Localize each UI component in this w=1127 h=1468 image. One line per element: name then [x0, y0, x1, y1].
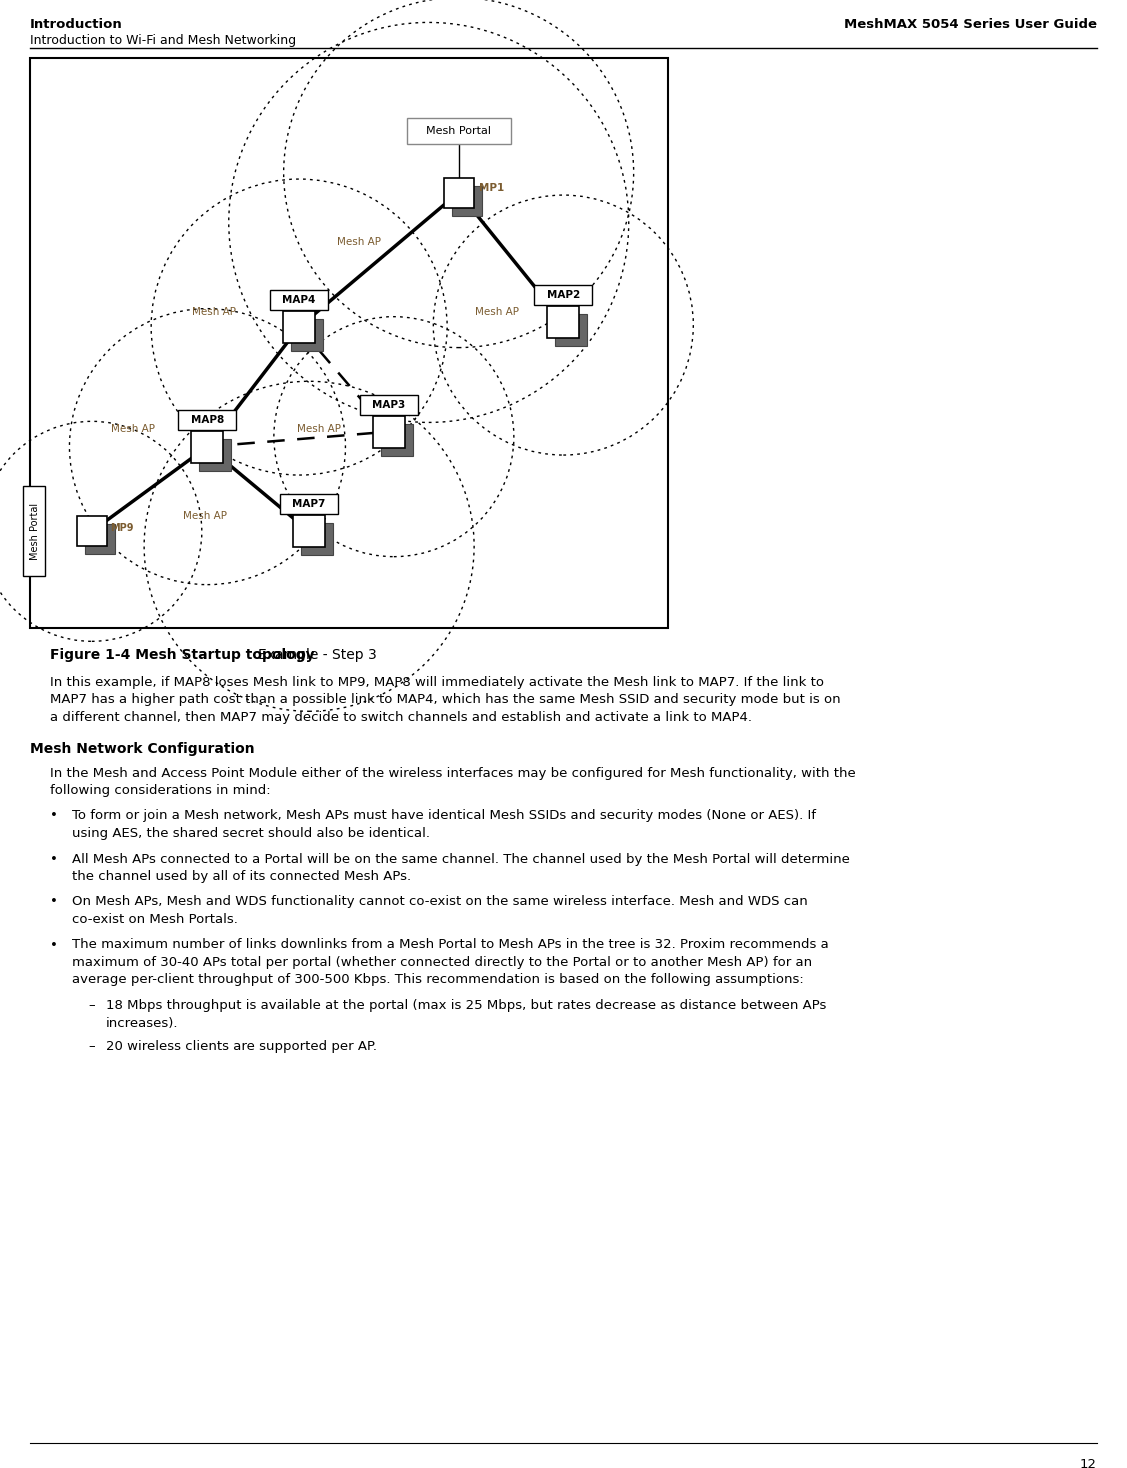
Text: Mesh Portal: Mesh Portal — [30, 502, 39, 559]
Text: Mesh Network Configuration: Mesh Network Configuration — [30, 743, 255, 756]
Bar — [199, 439, 231, 471]
FancyBboxPatch shape — [281, 495, 338, 514]
Text: following considerations in mind:: following considerations in mind: — [50, 784, 270, 797]
Text: •: • — [50, 938, 57, 951]
Bar — [30, 59, 668, 628]
Text: MAP7: MAP7 — [292, 499, 326, 509]
Bar — [85, 524, 115, 555]
Bar — [373, 415, 405, 448]
Text: 12: 12 — [1080, 1458, 1097, 1468]
Bar — [301, 523, 334, 555]
Bar — [23, 486, 45, 575]
Text: –: – — [88, 1039, 95, 1053]
Bar — [192, 430, 223, 462]
Text: MP9: MP9 — [109, 523, 133, 533]
Text: Mesh AP: Mesh AP — [184, 511, 228, 521]
Bar — [452, 185, 481, 216]
FancyBboxPatch shape — [270, 291, 328, 310]
Text: the channel used by all of its connected Mesh APs.: the channel used by all of its connected… — [72, 871, 411, 882]
Text: MP1: MP1 — [479, 182, 504, 192]
Bar — [291, 319, 323, 351]
Text: Mesh AP: Mesh AP — [193, 307, 237, 317]
Text: increases).: increases). — [106, 1016, 178, 1029]
Text: Example - Step 3: Example - Step 3 — [258, 647, 376, 662]
Text: •: • — [50, 853, 57, 866]
Text: MAP2: MAP2 — [547, 291, 580, 299]
Text: Figure 1-4 Mesh Startup topology: Figure 1-4 Mesh Startup topology — [50, 647, 314, 662]
Text: 20 wireless clients are supported per AP.: 20 wireless clients are supported per AP… — [106, 1039, 378, 1053]
Text: 18 Mbps throughput is available at the portal (max is 25 Mbps, but rates decreas: 18 Mbps throughput is available at the p… — [106, 1000, 826, 1011]
Text: MAP7 has a higher path cost than a possible link to MAP4, which has the same Mes: MAP7 has a higher path cost than a possi… — [50, 693, 841, 706]
Text: MeshMAX 5054 Series User Guide: MeshMAX 5054 Series User Guide — [844, 18, 1097, 31]
Text: using AES, the shared secret should also be identical.: using AES, the shared secret should also… — [72, 826, 431, 840]
Text: Introduction to Wi-Fi and Mesh Networking: Introduction to Wi-Fi and Mesh Networkin… — [30, 34, 296, 47]
Text: maximum of 30-40 APs total per portal (whether connected directly to the Portal : maximum of 30-40 APs total per portal (w… — [72, 956, 813, 969]
Text: •: • — [50, 895, 57, 909]
Text: Introduction: Introduction — [30, 18, 123, 31]
Text: In this example, if MAP8 loses Mesh link to MP9, MAP8 will immediately activate : In this example, if MAP8 loses Mesh link… — [50, 675, 824, 688]
Text: Mesh AP: Mesh AP — [110, 424, 154, 433]
Text: On Mesh APs, Mesh and WDS functionality cannot co-exist on the same wireless int: On Mesh APs, Mesh and WDS functionality … — [72, 895, 808, 909]
Text: •: • — [50, 809, 57, 822]
Text: MAP8: MAP8 — [190, 414, 224, 424]
Text: co-exist on Mesh Portals.: co-exist on Mesh Portals. — [72, 913, 238, 926]
Bar — [283, 311, 316, 344]
Text: Mesh AP: Mesh AP — [337, 238, 381, 247]
Text: MAP4: MAP4 — [283, 295, 316, 305]
Text: To form or join a Mesh network, Mesh APs must have identical Mesh SSIDs and secu: To form or join a Mesh network, Mesh APs… — [72, 809, 816, 822]
Bar — [77, 517, 107, 546]
Text: MAP3: MAP3 — [372, 399, 406, 410]
FancyBboxPatch shape — [407, 117, 511, 144]
Bar — [556, 314, 587, 346]
Text: –: – — [88, 1000, 95, 1011]
Text: The maximum number of links downlinks from a Mesh Portal to Mesh APs in the tree: The maximum number of links downlinks fr… — [72, 938, 828, 951]
Text: average per-client throughput of 300-500 Kbps. This recommendation is based on t: average per-client throughput of 300-500… — [72, 973, 804, 986]
FancyBboxPatch shape — [360, 395, 418, 414]
Text: Mesh AP: Mesh AP — [474, 307, 518, 317]
Text: Mesh Portal: Mesh Portal — [426, 126, 491, 135]
Text: All Mesh APs connected to a Portal will be on the same channel. The channel used: All Mesh APs connected to a Portal will … — [72, 853, 850, 866]
Bar — [293, 515, 325, 548]
FancyBboxPatch shape — [178, 410, 237, 430]
FancyBboxPatch shape — [534, 285, 593, 305]
Bar — [444, 178, 473, 207]
Text: Mesh AP: Mesh AP — [298, 424, 341, 433]
Bar — [381, 424, 412, 455]
Text: a different channel, then MAP7 may decide to switch channels and establish and a: a different channel, then MAP7 may decid… — [50, 711, 752, 724]
Bar — [548, 305, 579, 338]
Text: In the Mesh and Access Point Module either of the wireless interfaces may be con: In the Mesh and Access Point Module eith… — [50, 766, 855, 780]
